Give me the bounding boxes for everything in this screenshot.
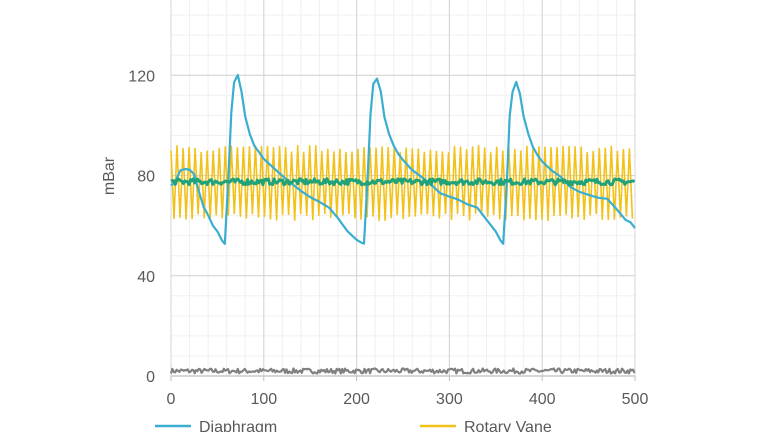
x-tick-label: 100 bbox=[250, 391, 277, 408]
y-tick-label: 40 bbox=[137, 269, 155, 286]
legend: Diaphragm Rotary Vane bbox=[155, 419, 552, 432]
y-axis-title: mBar bbox=[101, 156, 118, 195]
x-tick-label: 300 bbox=[436, 391, 463, 408]
series-line-unnamed-3 bbox=[169, 367, 636, 375]
series-layer bbox=[169, 73, 636, 375]
series-line-diaphragm bbox=[170, 73, 636, 245]
x-tick-label: 0 bbox=[167, 391, 176, 408]
legend-label: Rotary Vane bbox=[464, 419, 552, 432]
x-tick-label: 500 bbox=[622, 391, 649, 408]
x-tick-label: 200 bbox=[343, 391, 370, 408]
y-tick-label: 80 bbox=[137, 169, 155, 186]
legend-label: Diaphragm bbox=[199, 419, 277, 432]
series-line-unnamed-2 bbox=[170, 177, 636, 187]
y-tick-label: 120 bbox=[128, 68, 155, 85]
axis-layer: 0 100 200 300 400 500 0 40 80 120 bbox=[128, 68, 648, 408]
x-tick-label: 400 bbox=[529, 391, 556, 408]
y-tick-label: 0 bbox=[146, 369, 155, 386]
